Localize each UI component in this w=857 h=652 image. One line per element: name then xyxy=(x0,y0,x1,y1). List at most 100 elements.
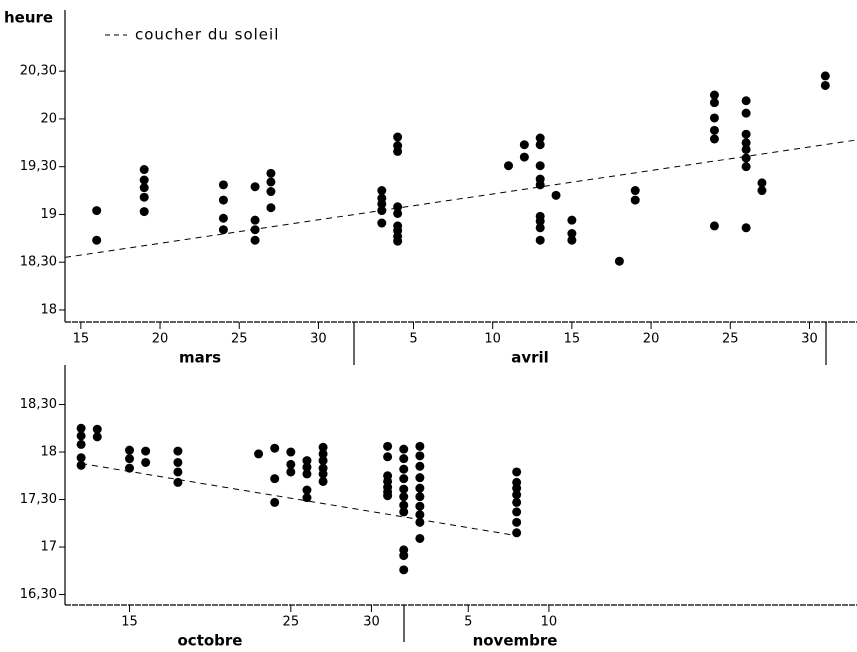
y-tick-label: 18,30 xyxy=(20,397,57,412)
observation-dot xyxy=(399,444,409,454)
observation-dot xyxy=(92,206,102,216)
observation-dot xyxy=(218,180,228,190)
observation-dot xyxy=(302,485,312,495)
x-tick-label: 15 xyxy=(73,332,90,347)
observation-dot xyxy=(741,162,751,172)
observation-dot xyxy=(173,467,183,477)
observation-dot xyxy=(709,90,719,100)
observation-dot xyxy=(630,186,640,196)
x-tick-label: 30 xyxy=(801,332,818,347)
observation-dot xyxy=(741,144,751,154)
observation-dot xyxy=(302,469,312,479)
observation-dot xyxy=(266,168,276,178)
x-tick-label: 10 xyxy=(541,615,558,630)
observation-dot xyxy=(173,457,183,467)
x-tick-label: 25 xyxy=(231,332,248,347)
observation-dot xyxy=(302,462,312,472)
month-label: mars xyxy=(179,349,221,367)
observation-dot xyxy=(709,134,719,144)
observation-dot xyxy=(76,423,86,433)
y-tick-label: 16,30 xyxy=(20,587,57,602)
y-tick-label: 18,30 xyxy=(20,255,57,270)
observation-dot xyxy=(218,213,228,223)
observation-dot xyxy=(399,484,409,494)
observation-dot xyxy=(709,113,719,123)
observation-dot xyxy=(567,215,577,225)
observation-dot xyxy=(139,183,149,193)
observation-dot xyxy=(250,215,260,225)
observation-dot xyxy=(286,467,296,477)
month-label: octobre xyxy=(178,632,243,650)
observation-dot xyxy=(250,182,260,192)
observation-dot xyxy=(741,153,751,163)
observation-dot xyxy=(399,500,409,510)
sunset-line xyxy=(64,139,857,258)
observation-dot xyxy=(270,474,280,484)
observation-dot xyxy=(286,447,296,457)
observation-dot xyxy=(92,235,102,245)
y-tick-label: 19 xyxy=(40,207,57,222)
observation-dot xyxy=(377,206,387,216)
observation-dot xyxy=(519,152,529,162)
observation-dot xyxy=(92,424,102,434)
observation-dot xyxy=(709,98,719,108)
observation-dot xyxy=(383,452,393,462)
observation-dot xyxy=(741,223,751,233)
observation-dot xyxy=(535,235,545,245)
y-axis-label: heure xyxy=(4,9,53,27)
observation-dot xyxy=(139,207,149,217)
observation-dot xyxy=(266,187,276,197)
observation-dot xyxy=(173,477,183,487)
observation-dot xyxy=(318,442,328,452)
x-tick-label: 25 xyxy=(283,615,300,630)
observation-dot xyxy=(709,221,719,231)
y-tick-label: 18 xyxy=(40,302,57,317)
observation-dot xyxy=(757,186,767,196)
observation-dot xyxy=(512,467,522,477)
observation-dot xyxy=(393,132,403,142)
observation-dot xyxy=(399,565,409,575)
x-tick-label: 30 xyxy=(363,615,380,630)
observation-dot xyxy=(92,432,102,442)
observation-dot xyxy=(535,140,545,150)
x-tick-label: 20 xyxy=(643,332,660,347)
observation-dot xyxy=(318,456,328,466)
observation-dot xyxy=(741,138,751,148)
observation-dot xyxy=(286,459,296,469)
observation-dot xyxy=(302,456,312,466)
y-tick-label: 18 xyxy=(40,445,57,460)
y-tick-label: 20 xyxy=(40,111,57,126)
observation-dot xyxy=(218,195,228,205)
observation-dot xyxy=(266,177,276,187)
observation-dot xyxy=(399,492,409,502)
observation-dot xyxy=(139,165,149,175)
x-tick-label: 30 xyxy=(310,332,327,347)
x-tick-label: 15 xyxy=(121,615,138,630)
x-tick-label: 10 xyxy=(484,332,501,347)
observation-dot xyxy=(820,80,830,90)
observation-dot xyxy=(318,469,328,479)
observation-dot xyxy=(125,454,135,464)
observation-dot xyxy=(535,223,545,233)
observation-dot xyxy=(551,190,561,200)
observation-dot xyxy=(614,256,624,266)
observation-dot xyxy=(393,208,403,218)
observation-dot xyxy=(741,96,751,106)
observation-dot xyxy=(415,501,425,511)
observation-dot xyxy=(741,108,751,118)
observation-dot xyxy=(125,463,135,473)
month-label: avril xyxy=(511,349,549,367)
x-tick-label: 20 xyxy=(152,332,169,347)
x-tick-label: 5 xyxy=(409,332,417,347)
y-tick-label: 19,30 xyxy=(20,159,57,174)
observation-dot xyxy=(393,146,403,156)
observation-dot xyxy=(519,140,529,150)
observation-dot xyxy=(512,517,522,527)
observation-dot xyxy=(270,497,280,507)
observation-dot xyxy=(318,476,328,486)
observation-dot xyxy=(218,225,228,235)
observation-dot xyxy=(535,133,545,143)
observation-dot xyxy=(504,161,514,171)
observation-dot xyxy=(535,161,545,171)
observation-dot xyxy=(630,195,640,205)
